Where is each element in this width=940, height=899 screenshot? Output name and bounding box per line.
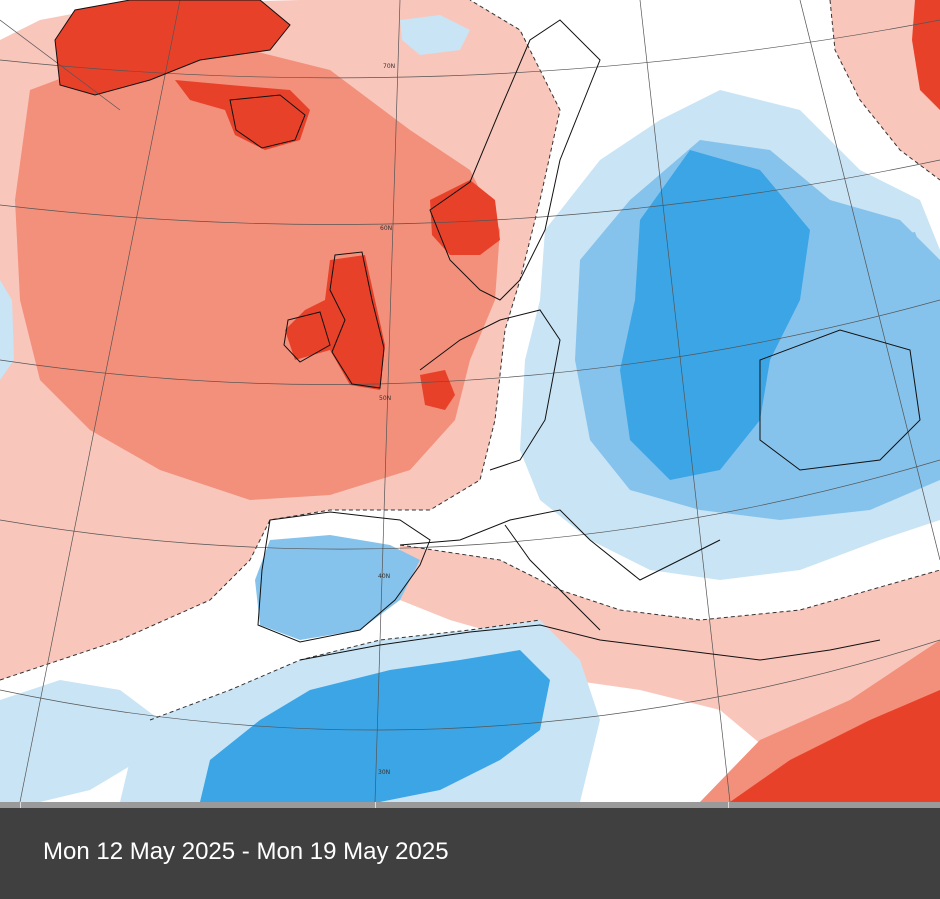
date-bar: Mon 12 May 2025 - Mon 19 May 2025 (0, 808, 940, 899)
warm-anomaly-southeast-core (730, 690, 940, 802)
forecast-period-label: Mon 12 May 2025 - Mon 19 May 2025 (43, 838, 449, 865)
lat-marker-60n: 60N (380, 225, 392, 232)
warm-anomaly-britain (285, 255, 385, 390)
warm-anomaly-northeast (830, 0, 940, 180)
lat-marker-70n: 70N (383, 63, 395, 70)
zero-contours (0, 0, 940, 721)
lat-marker-30n: 30N (378, 769, 390, 776)
warm-anomaly-mediterranean (400, 545, 940, 760)
anomaly-map[interactable]: 70N 60N 50N 40N 30N (0, 0, 940, 802)
warm-anomaly-norway (430, 180, 500, 255)
timeline-tick (375, 802, 376, 808)
warm-anomaly-northeast-core (912, 0, 940, 110)
latitude-markers: 70N 60N 50N 40N 30N (378, 63, 395, 776)
cool-anomaly-west-edge (0, 280, 14, 380)
cool-anomaly-europe-core (620, 150, 810, 480)
coastlines (54, 0, 921, 661)
warm-anomaly-iceland (175, 80, 310, 150)
warm-anomaly-greenland (55, 0, 290, 95)
cool-anomaly-north-atlantic (400, 15, 470, 55)
cool-anomaly-east-blob (878, 232, 925, 272)
lat-marker-50n: 50N (379, 395, 391, 402)
lat-marker-40n: 40N (378, 573, 390, 580)
timeline-tick (20, 802, 21, 808)
timeline-tick (728, 802, 729, 808)
timeline-scrubber[interactable] (0, 802, 940, 808)
warm-anomaly-lowcountries (420, 370, 455, 410)
cool-anomaly-west-atlantic (0, 680, 160, 802)
graticule (0, 0, 940, 802)
anomaly-map-svg: 70N 60N 50N 40N 30N (0, 0, 940, 802)
cool-anomaly-northafrica-core (200, 650, 550, 802)
